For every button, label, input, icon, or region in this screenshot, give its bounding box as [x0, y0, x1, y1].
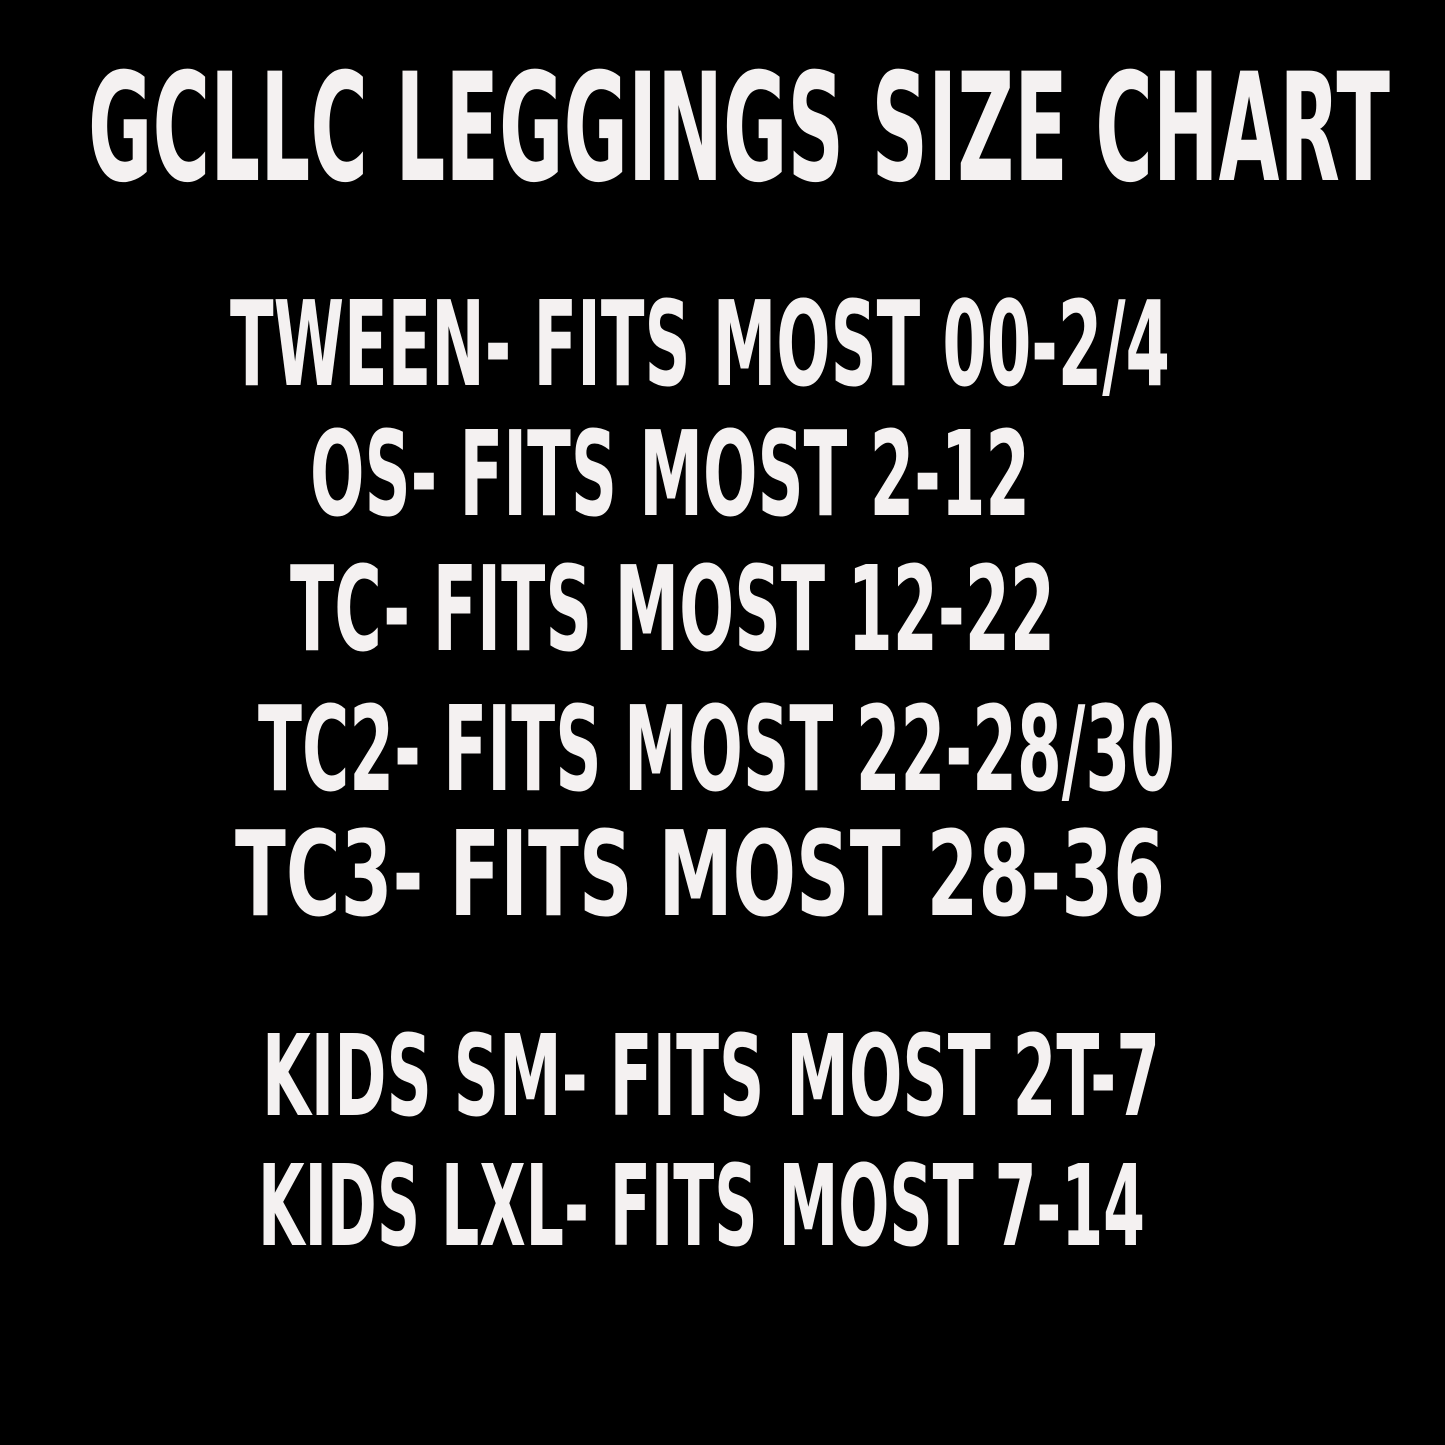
title: GCLLC LEGGINGS SIZE CHART [88, 42, 1390, 216]
size-line: TC- FITS MOST 12-22 [290, 540, 1055, 678]
kids-size-line: KIDS SM- FITS MOST 2T-7 [262, 1012, 1160, 1142]
size-line: TWEEN- FITS MOST 00-2/4 [230, 275, 1170, 413]
size-line: TC3- FITS MOST 28-36 [235, 805, 1165, 943]
size-line: OS- FITS MOST 2-12 [310, 405, 1030, 543]
kids-size-line: KIDS LXL- FITS MOST 7-14 [258, 1142, 1145, 1272]
size-line: TC2- FITS MOST 22-28/30 [258, 680, 1175, 818]
